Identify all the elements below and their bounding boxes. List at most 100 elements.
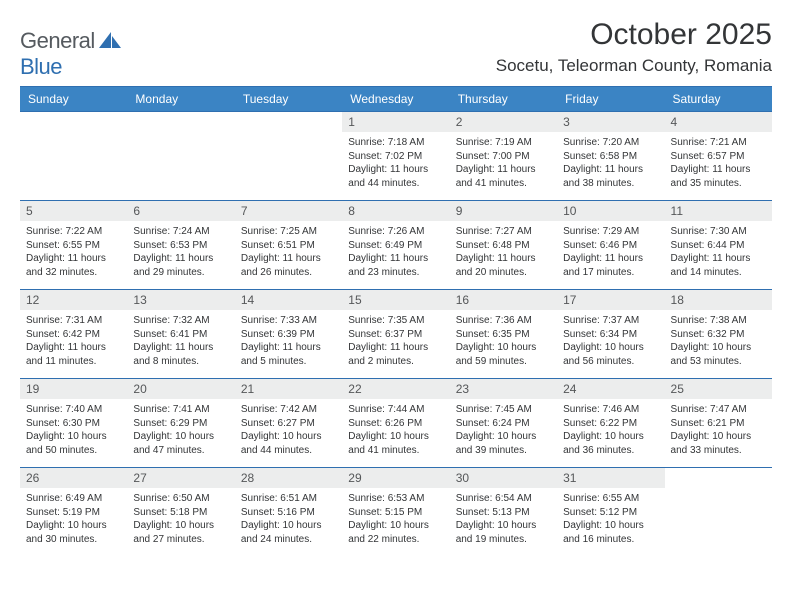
day-content: Sunrise: 7:47 AMSunset: 6:21 PMDaylight:…	[665, 399, 772, 467]
title-block: October 2025 Socetu, Teleorman County, R…	[496, 18, 772, 76]
day-number: 31	[557, 468, 664, 488]
day-number: 1	[342, 112, 449, 132]
daylight-line: Daylight: 10 hours and 56 minutes.	[563, 341, 658, 368]
daylight-line: Daylight: 11 hours and 20 minutes.	[456, 252, 551, 279]
day-content: Sunrise: 7:24 AMSunset: 6:53 PMDaylight:…	[127, 221, 234, 289]
sunset-line: Sunset: 6:41 PM	[133, 328, 228, 342]
col-sunday: Sunday	[20, 87, 127, 112]
day-content: Sunrise: 7:46 AMSunset: 6:22 PMDaylight:…	[557, 399, 664, 467]
sunrise-line: Sunrise: 7:18 AM	[348, 136, 443, 150]
sunset-line: Sunset: 5:18 PM	[133, 506, 228, 520]
day-cell: 6Sunrise: 7:24 AMSunset: 6:53 PMDaylight…	[127, 201, 234, 290]
daylight-line: Daylight: 11 hours and 2 minutes.	[348, 341, 443, 368]
week-row: 5Sunrise: 7:22 AMSunset: 6:55 PMDaylight…	[20, 201, 772, 290]
day-number: 14	[235, 290, 342, 310]
sunrise-line: Sunrise: 6:49 AM	[26, 492, 121, 506]
sunrise-line: Sunrise: 7:47 AM	[671, 403, 766, 417]
day-number: 7	[235, 201, 342, 221]
col-friday: Friday	[557, 87, 664, 112]
day-number: 4	[665, 112, 772, 132]
day-number: 29	[342, 468, 449, 488]
daylight-line: Daylight: 10 hours and 24 minutes.	[241, 519, 336, 546]
day-content: Sunrise: 7:36 AMSunset: 6:35 PMDaylight:…	[450, 310, 557, 378]
sunset-line: Sunset: 6:35 PM	[456, 328, 551, 342]
daylight-line: Daylight: 11 hours and 23 minutes.	[348, 252, 443, 279]
day-cell: 21Sunrise: 7:42 AMSunset: 6:27 PMDayligh…	[235, 379, 342, 468]
sunrise-line: Sunrise: 7:46 AM	[563, 403, 658, 417]
day-number: 18	[665, 290, 772, 310]
sunset-line: Sunset: 5:12 PM	[563, 506, 658, 520]
sunset-line: Sunset: 6:46 PM	[563, 239, 658, 253]
sunset-line: Sunset: 6:34 PM	[563, 328, 658, 342]
day-number: 2	[450, 112, 557, 132]
day-content	[235, 118, 342, 146]
day-cell: 19Sunrise: 7:40 AMSunset: 6:30 PMDayligh…	[20, 379, 127, 468]
sunrise-line: Sunrise: 6:55 AM	[563, 492, 658, 506]
day-number: 9	[450, 201, 557, 221]
day-content: Sunrise: 6:51 AMSunset: 5:16 PMDaylight:…	[235, 488, 342, 556]
sunrise-line: Sunrise: 7:45 AM	[456, 403, 551, 417]
day-content: Sunrise: 7:20 AMSunset: 6:58 PMDaylight:…	[557, 132, 664, 200]
sunset-line: Sunset: 6:49 PM	[348, 239, 443, 253]
sunrise-line: Sunrise: 7:26 AM	[348, 225, 443, 239]
daylight-line: Daylight: 11 hours and 11 minutes.	[26, 341, 121, 368]
day-number: 25	[665, 379, 772, 399]
day-cell: 3Sunrise: 7:20 AMSunset: 6:58 PMDaylight…	[557, 112, 664, 201]
sunrise-line: Sunrise: 7:37 AM	[563, 314, 658, 328]
sunrise-line: Sunrise: 7:29 AM	[563, 225, 658, 239]
week-row: 26Sunrise: 6:49 AMSunset: 5:19 PMDayligh…	[20, 468, 772, 557]
day-number: 23	[450, 379, 557, 399]
sunset-line: Sunset: 6:57 PM	[671, 150, 766, 164]
day-content: Sunrise: 7:21 AMSunset: 6:57 PMDaylight:…	[665, 132, 772, 200]
daylight-line: Daylight: 10 hours and 39 minutes.	[456, 430, 551, 457]
day-content: Sunrise: 6:50 AMSunset: 5:18 PMDaylight:…	[127, 488, 234, 556]
day-content: Sunrise: 7:33 AMSunset: 6:39 PMDaylight:…	[235, 310, 342, 378]
day-content: Sunrise: 7:29 AMSunset: 6:46 PMDaylight:…	[557, 221, 664, 289]
day-content: Sunrise: 7:25 AMSunset: 6:51 PMDaylight:…	[235, 221, 342, 289]
sunrise-line: Sunrise: 7:41 AM	[133, 403, 228, 417]
daylight-line: Daylight: 10 hours and 27 minutes.	[133, 519, 228, 546]
day-content: Sunrise: 7:30 AMSunset: 6:44 PMDaylight:…	[665, 221, 772, 289]
col-monday: Monday	[127, 87, 234, 112]
daylight-line: Daylight: 10 hours and 41 minutes.	[348, 430, 443, 457]
calendar-table: Sunday Monday Tuesday Wednesday Thursday…	[20, 87, 772, 556]
day-cell: 8Sunrise: 7:26 AMSunset: 6:49 PMDaylight…	[342, 201, 449, 290]
daylight-line: Daylight: 11 hours and 14 minutes.	[671, 252, 766, 279]
brand-word1: General	[20, 28, 95, 53]
daylight-line: Daylight: 10 hours and 16 minutes.	[563, 519, 658, 546]
sunrise-line: Sunrise: 7:42 AM	[241, 403, 336, 417]
sunset-line: Sunset: 7:02 PM	[348, 150, 443, 164]
day-number: 11	[665, 201, 772, 221]
week-row: 19Sunrise: 7:40 AMSunset: 6:30 PMDayligh…	[20, 379, 772, 468]
day-cell: 25Sunrise: 7:47 AMSunset: 6:21 PMDayligh…	[665, 379, 772, 468]
day-header-row: Sunday Monday Tuesday Wednesday Thursday…	[20, 87, 772, 112]
day-content: Sunrise: 7:38 AMSunset: 6:32 PMDaylight:…	[665, 310, 772, 378]
sunset-line: Sunset: 6:55 PM	[26, 239, 121, 253]
sunset-line: Sunset: 6:39 PM	[241, 328, 336, 342]
header: GeneralBlue October 2025 Socetu, Teleorm…	[20, 18, 772, 80]
sunrise-line: Sunrise: 7:25 AM	[241, 225, 336, 239]
daylight-line: Daylight: 11 hours and 8 minutes.	[133, 341, 228, 368]
day-number: 6	[127, 201, 234, 221]
sunrise-line: Sunrise: 7:35 AM	[348, 314, 443, 328]
day-content: Sunrise: 7:32 AMSunset: 6:41 PMDaylight:…	[127, 310, 234, 378]
sunrise-line: Sunrise: 7:38 AM	[671, 314, 766, 328]
day-number: 5	[20, 201, 127, 221]
day-content	[665, 474, 772, 502]
day-number: 15	[342, 290, 449, 310]
brand-sail-icon	[99, 28, 121, 53]
sunset-line: Sunset: 6:26 PM	[348, 417, 443, 431]
day-content: Sunrise: 7:27 AMSunset: 6:48 PMDaylight:…	[450, 221, 557, 289]
week-row: 1Sunrise: 7:18 AMSunset: 7:02 PMDaylight…	[20, 112, 772, 201]
sunrise-line: Sunrise: 7:33 AM	[241, 314, 336, 328]
sunrise-line: Sunrise: 6:53 AM	[348, 492, 443, 506]
day-cell: 14Sunrise: 7:33 AMSunset: 6:39 PMDayligh…	[235, 290, 342, 379]
sunrise-line: Sunrise: 7:40 AM	[26, 403, 121, 417]
location: Socetu, Teleorman County, Romania	[496, 56, 772, 76]
sunrise-line: Sunrise: 7:24 AM	[133, 225, 228, 239]
day-cell	[665, 468, 772, 557]
day-content: Sunrise: 7:37 AMSunset: 6:34 PMDaylight:…	[557, 310, 664, 378]
day-cell: 10Sunrise: 7:29 AMSunset: 6:46 PMDayligh…	[557, 201, 664, 290]
day-number: 28	[235, 468, 342, 488]
day-cell: 13Sunrise: 7:32 AMSunset: 6:41 PMDayligh…	[127, 290, 234, 379]
